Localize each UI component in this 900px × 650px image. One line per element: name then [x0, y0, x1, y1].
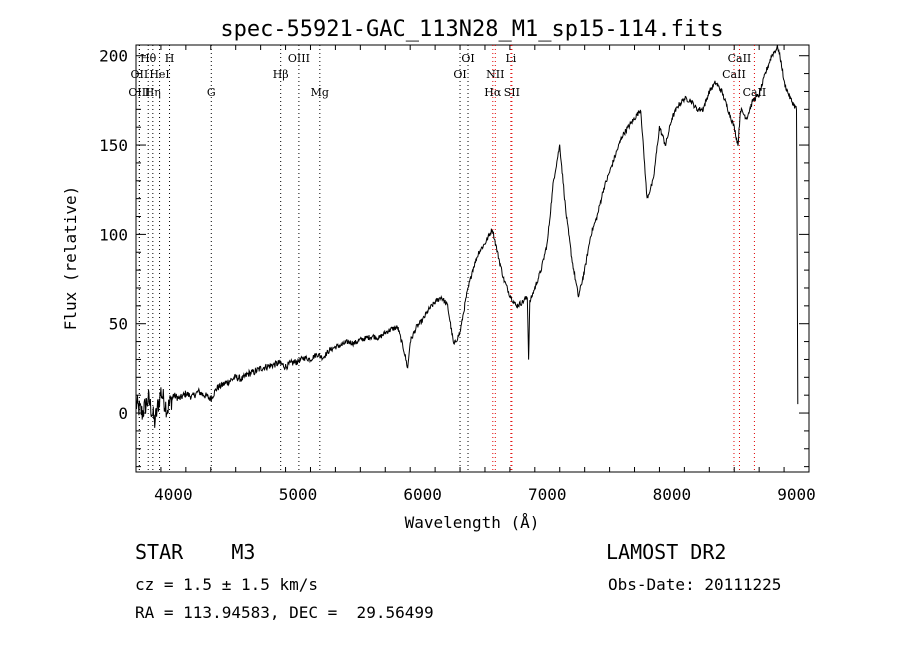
sky-coordinates: RA = 113.94583, DEC = 29.56499: [135, 603, 434, 622]
line-marker-label-14: Hα: [484, 86, 502, 99]
y-axis-label: Flux (relative): [61, 186, 80, 331]
line-marker-label-5: Hη: [145, 86, 161, 99]
line-marker-label-7: OIII: [288, 52, 310, 65]
line-marker-label-16: CaII: [728, 52, 752, 65]
star-classification: STAR M3: [135, 540, 256, 564]
line-marker-label-9: Mg: [311, 86, 329, 99]
x-tick-label: 7000: [528, 485, 567, 504]
line-marker-label-8: Hβ: [273, 68, 289, 81]
line-marker-label-12: Li: [505, 52, 516, 65]
series-group: [135, 44, 799, 428]
x-axis-label: Wavelength (Å): [405, 513, 540, 532]
line-marker-label-11: OI: [453, 68, 466, 81]
x-tick-label: 5000: [279, 485, 318, 504]
y-tick-label: 150: [99, 136, 128, 155]
y-tick-label: 200: [99, 47, 128, 66]
chart-title: spec-55921-GAC_113N28_M1_sp15-114.fits: [220, 17, 723, 42]
plot-frame: [135, 44, 810, 473]
line-marker-label-0: Hθ: [140, 52, 157, 65]
y-tick-label: 100: [99, 225, 128, 244]
redshift-value: cz = 1.5 ± 1.5 km/s: [135, 575, 319, 594]
line-marker-label-2: OII: [131, 68, 149, 81]
line-marker-label-6: G: [207, 86, 216, 99]
line-marker-label-18: CaII: [743, 86, 767, 99]
line-marker-label-15: SII: [504, 86, 520, 99]
x-tick-label: 6000: [403, 485, 442, 504]
axis-ticks: 4000 5000 6000 7000 8000 9000 0 50 100 150 200: [99, 45, 816, 504]
x-tick-label: 8000: [653, 485, 692, 504]
x-tick-label: 9000: [777, 485, 816, 504]
x-tick-label: 4000: [154, 485, 193, 504]
line-marker-label-13: NII: [486, 68, 504, 81]
observation-date: Obs-Date: 20111225: [608, 575, 782, 594]
y-tick-label: 50: [109, 315, 128, 334]
line-marker-label-1: H: [165, 52, 175, 65]
survey-name: LAMOST DR2: [606, 540, 727, 564]
spectrum-line: [135, 44, 799, 428]
line-marker-label-3: HeI: [149, 68, 169, 81]
line-marker-label-17: CaII: [722, 68, 746, 81]
line-marker-label-4: OIII: [128, 86, 150, 99]
line-marker-label-10: OI: [461, 52, 474, 65]
y-tick-label: 0: [118, 404, 128, 423]
